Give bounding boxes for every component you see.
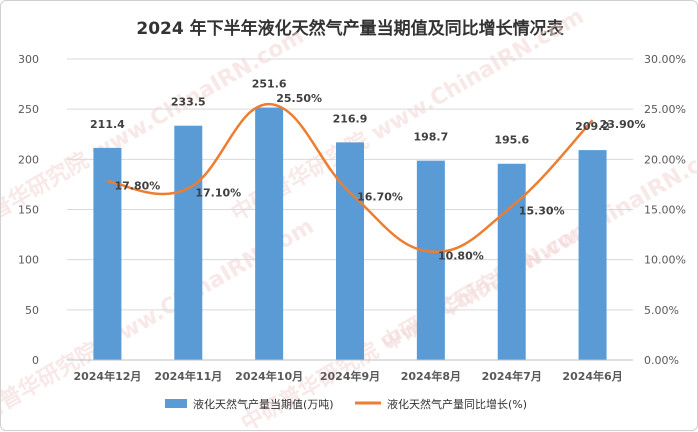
y-left-tick-label: 150: [18, 204, 39, 217]
y-right-tick-label: 10.00%: [644, 254, 686, 267]
bar: [174, 125, 203, 360]
line-value-label: 17.10%: [195, 186, 241, 199]
x-tick-label: 2024年9月: [320, 369, 380, 383]
bar-value-label: 195.6: [494, 134, 529, 147]
bar-value-label: 251.6: [252, 78, 287, 91]
bar: [578, 150, 607, 360]
bar-series: [93, 107, 607, 360]
x-tick-label: 2024年11月: [154, 369, 222, 383]
bar: [416, 160, 445, 360]
line-value-label: 15.30%: [519, 204, 565, 217]
line-value-label: 10.80%: [438, 250, 484, 263]
line-value-label: 16.70%: [357, 190, 403, 203]
y-right-tick-label: 0.00%: [644, 354, 679, 367]
data-labels: 211.4 233.5 251.6 216.9 198.7 195.6 209.2 17.80…: [90, 78, 645, 263]
y-left-tick-label: 0: [32, 354, 39, 367]
line-value-label: 23.90%: [600, 118, 646, 131]
y-right-tick-label: 5.00%: [644, 304, 679, 317]
y-left-tick-label: 100: [18, 254, 39, 267]
x-tick-label: 2024年10月: [235, 369, 303, 383]
bar: [255, 107, 284, 360]
legend-bar-swatch: [165, 399, 187, 408]
y-right-tick-label: 15.00%: [644, 204, 686, 217]
line-series: [107, 102, 594, 254]
y-right-tick-label: 30.00%: [644, 53, 686, 66]
legend: 液化天然气产量当期值(万吨) 液化天然气产量同比增长(%): [165, 397, 527, 411]
x-tick-label: 2024年6月: [562, 369, 622, 383]
bar-value-label: 198.7: [413, 131, 448, 144]
bar-value-label: 233.5: [171, 96, 206, 109]
y-left-tick-label: 50: [25, 304, 39, 317]
legend-line-label: 液化天然气产量同比增长(%): [387, 397, 527, 411]
y-right-tick-label: 25.00%: [644, 103, 686, 116]
bar: [336, 142, 364, 360]
y-left-tick-label: 200: [18, 153, 39, 166]
growth-line: [107, 102, 594, 254]
line-value-label: 17.80%: [115, 179, 161, 192]
bar-value-label: 209.2: [575, 120, 610, 133]
x-tick-label: 2024年8月: [401, 369, 461, 383]
legend-bar-label: 液化天然气产量当期值(万吨): [193, 397, 334, 411]
x-tick-label: 2024年7月: [482, 369, 542, 383]
chart-title: 2024 年下半年液化天然气产量当期值及同比增长情况表: [136, 18, 564, 39]
bar: [497, 163, 526, 360]
y-right-tick-label: 20.00%: [644, 153, 686, 166]
bar-value-label: 211.4: [90, 118, 125, 131]
y-left-tick-label: 300: [18, 53, 39, 66]
line-value-label: 25.50%: [276, 92, 322, 105]
x-tick-label: 2024年12月: [73, 369, 141, 383]
y-left-tick-label: 250: [18, 103, 39, 116]
bar-value-label: 216.9: [333, 112, 368, 125]
axes: 0 50 100 150 200 250 300 0.00% 5.00% 10.00% 15.00%…: [18, 53, 686, 383]
